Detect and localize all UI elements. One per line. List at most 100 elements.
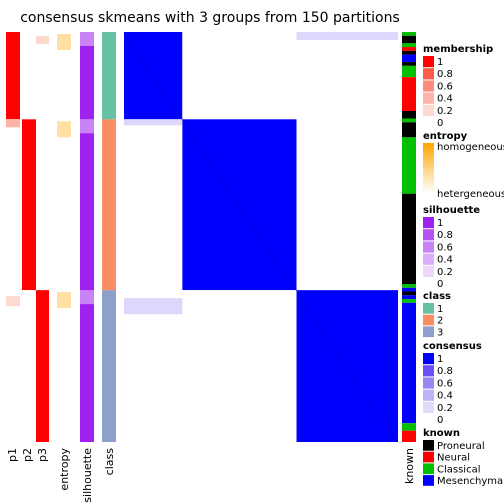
legend-key-consensus-5: [423, 414, 434, 426]
legend-key-consensus-2: [423, 377, 434, 389]
consensus-block-2-1: [124, 119, 183, 291]
legend-label-silhouette-2: 0.6: [437, 242, 453, 253]
membership-p2-class-2: [22, 119, 36, 291]
legend-label-known-0: Proneural: [437, 441, 485, 452]
known-segment-6: [402, 62, 416, 66]
column-labels: p1 p2 p3 entropy silhouette class known: [6, 448, 416, 503]
consensus-band-2: [124, 298, 183, 315]
legend-label-silhouette-3: 0.4: [437, 255, 453, 266]
entropy-highlight-class-1: [57, 34, 71, 50]
known-segment-21: [402, 430, 416, 442]
entropy-highlight-class-2: [57, 121, 71, 138]
class-annotation-2: [102, 119, 116, 291]
legend-key-membership-1: [423, 68, 434, 80]
known-segment-4: [402, 50, 416, 55]
membership-p1-class-3: [6, 290, 20, 442]
known-segment-7: [402, 65, 416, 78]
legend-label-consensus-3: 0.4: [437, 391, 453, 402]
silhouette-class-1: [80, 32, 94, 120]
consensus-block-1-2: [182, 32, 297, 120]
legend-title-entropy: entropy: [423, 131, 468, 142]
legend-key-consensus-4: [423, 401, 434, 413]
legend-key-class-1: [423, 314, 434, 326]
entropy-class-3: [57, 290, 71, 442]
membership-p3-class-2: [36, 119, 49, 291]
entropy-class-2: [57, 119, 71, 291]
legend-title-class: class: [423, 291, 451, 302]
legend-gradient-entropy: [423, 143, 434, 193]
legend-key-membership-0: [423, 56, 434, 68]
membership-p1-class-2: [6, 119, 20, 291]
membership-p2-class-1: [22, 32, 36, 120]
legend-label-consensus-2: 0.6: [437, 378, 453, 389]
legend-key-membership-3: [423, 92, 434, 104]
known-segment-17: [402, 295, 416, 300]
consensus-block-2-3: [296, 119, 398, 291]
legend-key-class-2: [423, 326, 434, 338]
legend-key-known-0: [423, 440, 434, 451]
legend-key-known-3: [423, 475, 434, 486]
legend-key-silhouette-3: [423, 253, 434, 265]
membership-p3-transition: [36, 36, 49, 44]
known-segment-10: [402, 118, 416, 123]
known-segment-9: [402, 110, 416, 119]
annotation-columns: [6, 32, 116, 442]
legend-label-membership-4: 0.2: [437, 106, 453, 117]
silhouette-class-2: [80, 119, 94, 291]
legend-key-membership-2: [423, 80, 434, 92]
membership-p1-transition: [6, 119, 20, 128]
silhouette-low-class-1: [80, 32, 94, 46]
legend-key-consensus-0: [423, 353, 434, 365]
consensus-block-1-3: [296, 32, 398, 120]
legend-label-known-2: Classical: [437, 464, 481, 475]
membership-p2-class-3: [22, 290, 36, 442]
known-segment-1: [402, 35, 416, 44]
legend-label-silhouette-0: 1: [437, 218, 443, 229]
legend-label-class-1: 2: [437, 316, 443, 327]
legend-label-membership-3: 0.4: [437, 94, 453, 105]
legend-title-membership: membership: [423, 44, 493, 55]
legend-key-class-0: [423, 303, 434, 314]
legend-label-membership-1: 0.8: [437, 69, 453, 80]
membership-p3-class-3: [36, 290, 49, 442]
legends: membership10.80.60.40.20entropyhomogeneo…: [423, 44, 504, 487]
legend-label-consensus-1: 0.8: [437, 366, 453, 377]
legend-key-known-1: [423, 451, 434, 463]
known-segment-12: [402, 137, 416, 194]
known-segment-15: [402, 287, 416, 292]
silhouette-low-class-2: [80, 119, 94, 134]
consensus-matrix: [123, 31, 399, 443]
membership-p1-transition-2: [6, 296, 20, 307]
legend-label-entropy-bottom: hetergeneous: [437, 189, 504, 200]
legend-label-membership-0: 1: [437, 57, 443, 68]
legend-label-consensus-4: 0.2: [437, 403, 453, 414]
legend-label-known-3: Mesenchymal: [437, 476, 504, 487]
column-label-known: known: [403, 448, 416, 484]
legend-key-silhouette-1: [423, 229, 434, 241]
known-segment-14: [402, 284, 416, 288]
entropy-class-1: [57, 32, 71, 120]
silhouette-low-class-3: [80, 290, 94, 305]
legend-label-membership-2: 0.6: [437, 81, 453, 92]
legend-key-membership-5: [423, 117, 434, 129]
column-label-entropy: entropy: [58, 448, 71, 491]
legend-label-consensus-0: 1: [437, 354, 443, 365]
column-label-p1: p1: [6, 448, 19, 462]
legend-label-consensus-5: 0: [437, 415, 443, 426]
legend-label-class-0: 1: [437, 304, 443, 315]
legend-key-known-2: [423, 463, 434, 475]
consensus-block-3-1: [124, 290, 183, 442]
class-annotation-3: [102, 290, 116, 442]
consensus-band-0: [124, 119, 183, 126]
matrix-diagonal: [123, 31, 399, 443]
legend-label-silhouette-5: 0: [437, 279, 443, 290]
legend-label-membership-5: 0: [437, 118, 443, 129]
legend-label-class-2: 3: [437, 327, 443, 338]
legend-key-silhouette-0: [423, 217, 434, 229]
class-annotation-1: [102, 32, 116, 120]
known-segment-2: [402, 43, 416, 48]
legend-label-entropy-top: homogeneous: [437, 142, 504, 153]
known-segment-3: [402, 47, 416, 51]
consensus-block-3-2: [182, 290, 297, 442]
